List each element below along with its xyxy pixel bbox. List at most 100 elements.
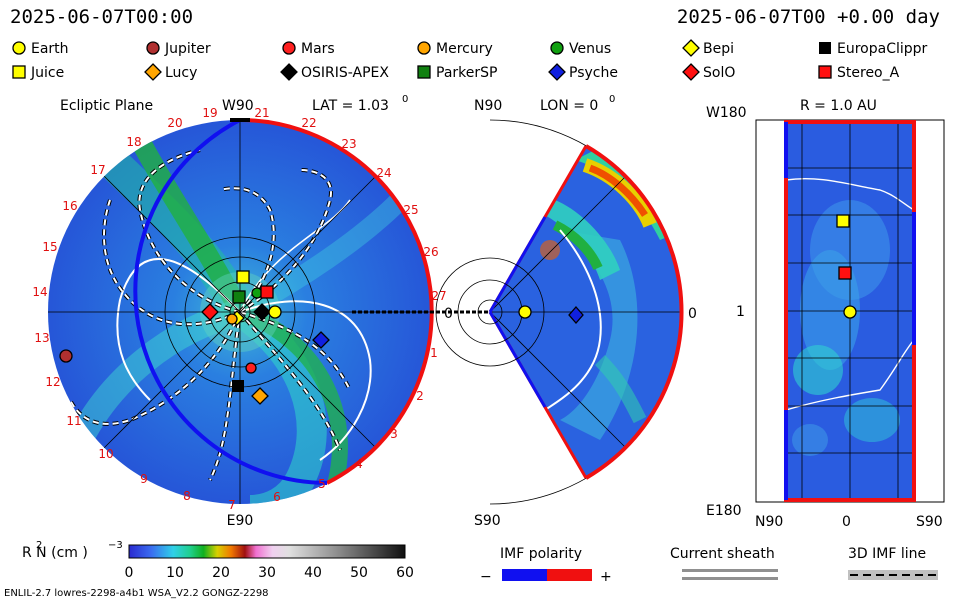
tick-21: 21 <box>254 106 269 120</box>
legend-parkersp-marker <box>417 65 431 79</box>
tick-9: 9 <box>140 472 148 486</box>
tick-7: 7 <box>228 498 236 512</box>
colorbar-tick-0: 0 <box>125 565 134 581</box>
legend-psyche-marker <box>548 63 566 81</box>
tick-25: 25 <box>403 203 418 217</box>
imf-polarity-title: IMF polarity <box>500 546 582 562</box>
marker-lucy <box>251 387 269 405</box>
imf-minus-label: − <box>480 569 492 585</box>
marker-osiris-apex <box>253 303 271 321</box>
legend-mercury-marker <box>417 41 431 55</box>
map-bottom-left-label: E180 <box>706 503 742 519</box>
legend-lucy-marker <box>144 63 162 81</box>
map-xaxis-0: 0 <box>842 514 851 530</box>
current-sheath-label: Current sheath <box>670 546 775 562</box>
map-stereo-a-marker <box>838 266 852 280</box>
header-right-datetime: 2025-06-07T00 +0.00 day <box>677 6 940 28</box>
legend-mars-marker <box>282 41 296 55</box>
legend-label-psyche: Psyche <box>569 65 618 81</box>
tick-15: 15 <box>42 240 57 254</box>
tick-1: 1 <box>430 346 438 360</box>
tick-13: 13 <box>34 331 49 345</box>
tick-16: 16 <box>62 199 77 213</box>
tick-3: 3 <box>390 427 398 441</box>
imf-positive-swatch <box>547 569 592 581</box>
meridional-psyche-marker <box>568 306 584 324</box>
tick-5: 5 <box>318 477 326 491</box>
colorbar-tick-10: 10 <box>166 565 184 581</box>
legend-label-solo: SolO <box>703 65 735 81</box>
marker-juice <box>236 270 250 284</box>
meridional-right-label: 0 <box>688 306 697 322</box>
ecliptic-heatmap <box>48 118 434 504</box>
header-left-datetime: 2025-06-07T00:00 <box>10 6 193 28</box>
colorbar-tick-20: 20 <box>212 565 230 581</box>
colorbar-tick-40: 40 <box>304 565 322 581</box>
tick-4: 4 <box>355 457 363 471</box>
tick-14: 14 <box>32 285 47 299</box>
legend-earth-marker <box>12 41 26 55</box>
map-xaxis-n90: N90 <box>755 514 783 530</box>
imf-line-label: 3D IMF line <box>848 546 926 562</box>
tick-23: 23 <box>341 137 356 151</box>
legend-label-europaclippr: EuropaClippr <box>837 41 928 57</box>
legend-label-juice: Juice <box>30 65 64 81</box>
colorbar-tick-30: 30 <box>258 565 276 581</box>
tick-26: 26 <box>423 245 438 259</box>
imf-negative-swatch <box>502 569 547 581</box>
legend-label-mercury: Mercury <box>436 41 493 57</box>
colorbar-label: R N (cm ) <box>22 545 88 561</box>
legend-bepi-marker <box>682 39 700 57</box>
marker-europaclippr <box>232 380 244 392</box>
ecliptic-markers <box>59 270 330 405</box>
legend-label-osiris-apex: OSIRIS-APEX <box>301 65 389 81</box>
current-sheath-swatch <box>682 569 778 580</box>
meridional-bottom-label: S90 <box>474 513 501 529</box>
ecliptic-title: Ecliptic Plane <box>60 98 153 114</box>
tick-19: 19 <box>202 106 217 120</box>
marker-mars <box>245 362 257 374</box>
tick-10: 10 <box>98 447 113 461</box>
colorbar-label-exp-neg3: −3 <box>108 540 123 551</box>
tick-24: 24 <box>376 166 391 180</box>
map-top-left-label: W180 <box>706 105 747 121</box>
tick-20: 20 <box>167 116 182 130</box>
marker-stereo-a <box>260 285 274 299</box>
meridional-lon-label: LON = 0 <box>540 98 598 114</box>
tick-17: 17 <box>90 163 105 177</box>
map-xaxis-s90: S90 <box>916 514 943 530</box>
meridional-lon-unit: 0 <box>609 94 615 105</box>
meridional-earth-marker <box>518 305 532 319</box>
legend-osiris-apex-marker <box>280 63 298 81</box>
legend-label-lucy: Lucy <box>165 65 197 81</box>
legend-label-parkersp: ParkerSP <box>436 65 497 81</box>
meridional-top-label: N90 <box>474 98 502 114</box>
ecliptic-lat-unit: 0 <box>402 94 408 105</box>
marker-earth <box>268 305 282 319</box>
imf-plus-label: + <box>600 569 612 585</box>
legend-label-venus: Venus <box>569 41 611 57</box>
tick-27: 27 <box>431 289 446 303</box>
legend-label-mars: Mars <box>301 41 335 57</box>
ecliptic-top-label: W90 <box>222 98 254 114</box>
tick-12: 12 <box>45 375 60 389</box>
legend-stereo-a-marker <box>818 65 832 79</box>
legend-europaclippr-marker <box>819 42 831 54</box>
marker-solo <box>201 303 219 321</box>
legend-label-stereo-a: Stereo_A <box>837 65 900 81</box>
legend-label-bepi: Bepi <box>703 41 734 57</box>
colorbar-label-exp2: 2 <box>36 540 42 551</box>
marker-mercury <box>226 313 238 325</box>
ecliptic-axis-label: 0 <box>444 306 453 322</box>
map-earth-marker <box>843 305 857 319</box>
colorbar-ticks: 0 10 20 30 40 50 60 <box>125 565 414 581</box>
colorbar-gradient <box>128 544 406 559</box>
marker-psyche <box>312 331 330 349</box>
ecliptic-tick-labels: 19 20 21 22 23 24 25 26 27 1 2 3 4 5 6 7… <box>32 106 446 512</box>
tick-11: 11 <box>66 414 81 428</box>
legend <box>12 39 832 81</box>
footer-model-text: ENLIL-2.7 lowres-2298-a4b1 WSA_V2.2 GONG… <box>4 588 269 599</box>
legend-label-jupiter: Jupiter <box>164 41 211 57</box>
tick-8: 8 <box>183 489 191 503</box>
